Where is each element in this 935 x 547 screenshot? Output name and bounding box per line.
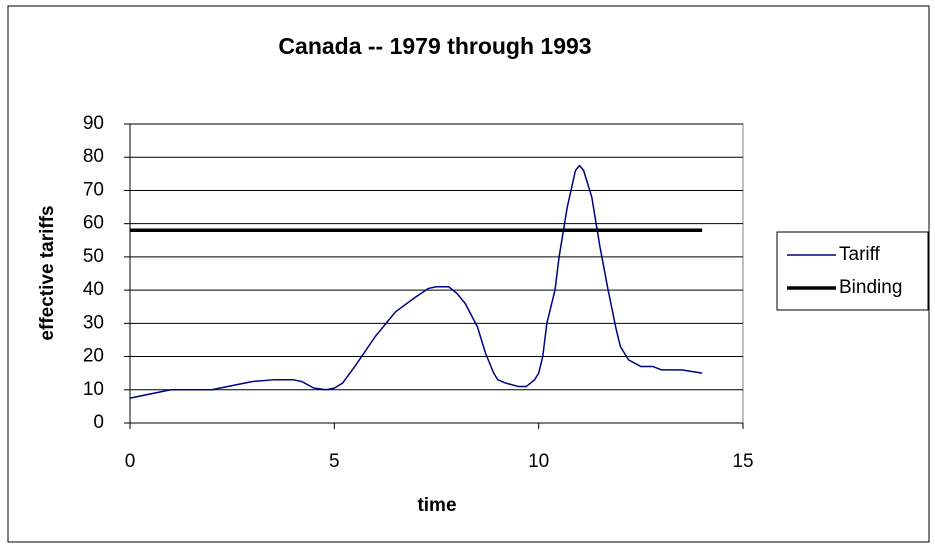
- plot-area: [129, 123, 744, 424]
- legend-label: Binding: [839, 277, 902, 298]
- x-axis-label: time: [417, 495, 456, 516]
- x-tick-label: 10: [528, 451, 549, 472]
- y-tick-label: 40: [83, 279, 104, 300]
- y-axis-label: effective tariffs: [37, 205, 58, 340]
- y-tick-label: 20: [83, 346, 104, 367]
- x-tick-label: 0: [125, 451, 136, 472]
- series-line: [129, 164, 703, 399]
- y-tick-label: 30: [83, 312, 104, 333]
- legend-label: Tariff: [839, 244, 881, 265]
- y-tick-label: 10: [83, 379, 104, 400]
- y-tick-label: 0: [93, 412, 104, 433]
- x-tick-label: 5: [329, 451, 340, 472]
- y-tick-label: 60: [83, 213, 104, 234]
- chart-title: Canada -- 1979 through 1993: [278, 33, 591, 59]
- y-tick-label: 50: [83, 246, 104, 267]
- x-tick-label: 15: [732, 451, 753, 472]
- y-tick-label: 70: [83, 179, 104, 200]
- y-tick-label: 80: [83, 146, 104, 167]
- legend-box: [776, 231, 929, 311]
- y-tick-label: 90: [83, 113, 104, 134]
